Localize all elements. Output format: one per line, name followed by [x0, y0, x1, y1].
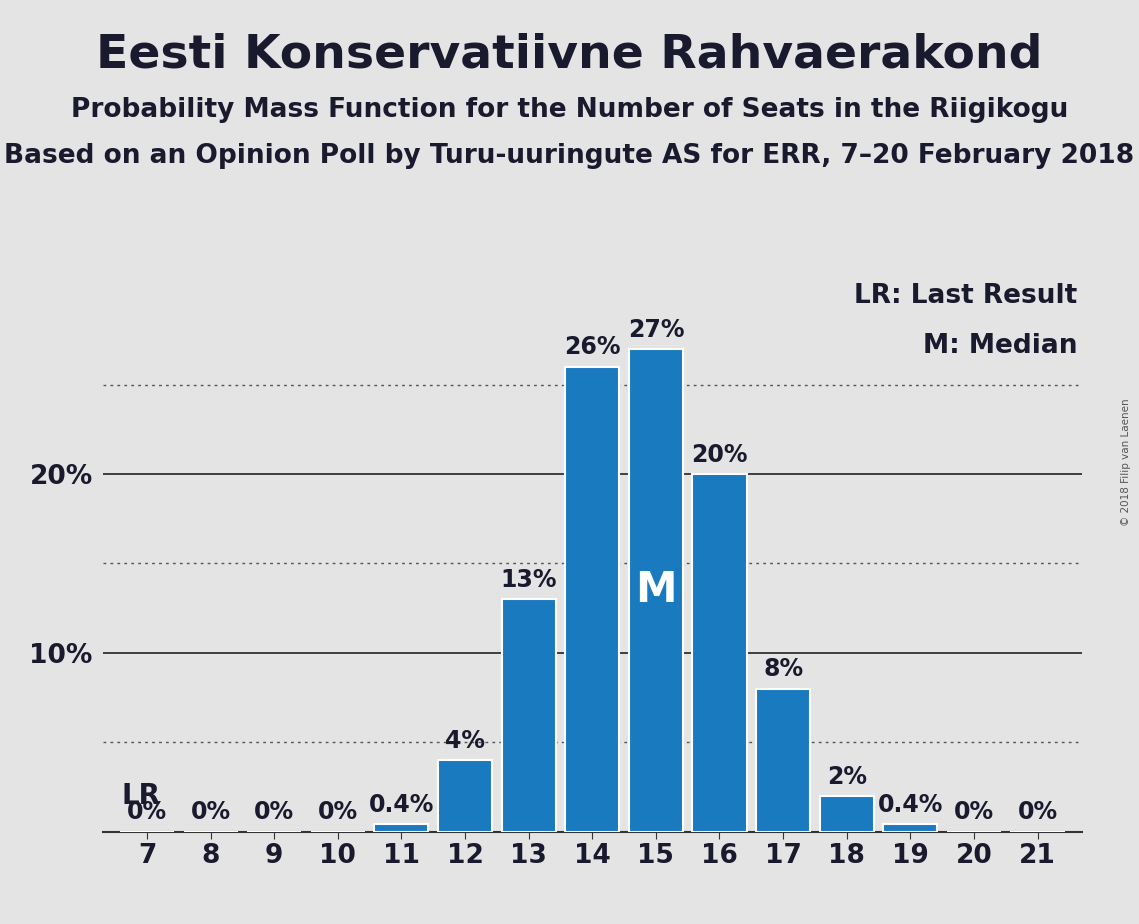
Text: 0%: 0% [953, 800, 994, 824]
Text: LR: LR [122, 782, 161, 809]
Bar [565, 367, 620, 832]
Text: 0%: 0% [1017, 800, 1058, 824]
Text: 0%: 0% [254, 800, 294, 824]
Bar [501, 599, 556, 832]
Text: 4%: 4% [445, 729, 485, 753]
Bar [756, 688, 810, 832]
Text: 27%: 27% [628, 318, 685, 342]
Bar [629, 348, 683, 832]
Text: 20%: 20% [691, 443, 747, 467]
Text: Eesti Konservatiivne Rahvaerakond: Eesti Konservatiivne Rahvaerakond [97, 32, 1042, 78]
Text: 0%: 0% [190, 800, 231, 824]
Text: 0%: 0% [126, 800, 167, 824]
Text: 13%: 13% [500, 568, 557, 592]
Text: 0%: 0% [318, 800, 358, 824]
Text: 2%: 2% [827, 765, 867, 789]
Text: M: Median: M: Median [923, 333, 1077, 359]
Text: LR: Last Result: LR: Last Result [854, 283, 1077, 309]
Text: Probability Mass Function for the Number of Seats in the Riigikogu: Probability Mass Function for the Number… [71, 97, 1068, 123]
Text: Based on an Opinion Poll by Turu-uuringute AS for ERR, 7–20 February 2018: Based on an Opinion Poll by Turu-uuringu… [5, 143, 1134, 169]
Text: 8%: 8% [763, 657, 803, 681]
Bar [820, 796, 874, 832]
Bar [439, 760, 492, 832]
Bar [375, 824, 428, 832]
Text: 0.4%: 0.4% [878, 794, 943, 818]
Text: 26%: 26% [564, 335, 621, 359]
Text: © 2018 Filip van Laenen: © 2018 Filip van Laenen [1121, 398, 1131, 526]
Text: 0.4%: 0.4% [369, 794, 434, 818]
Bar [883, 824, 937, 832]
Bar [693, 474, 746, 832]
Text: M: M [636, 569, 677, 611]
